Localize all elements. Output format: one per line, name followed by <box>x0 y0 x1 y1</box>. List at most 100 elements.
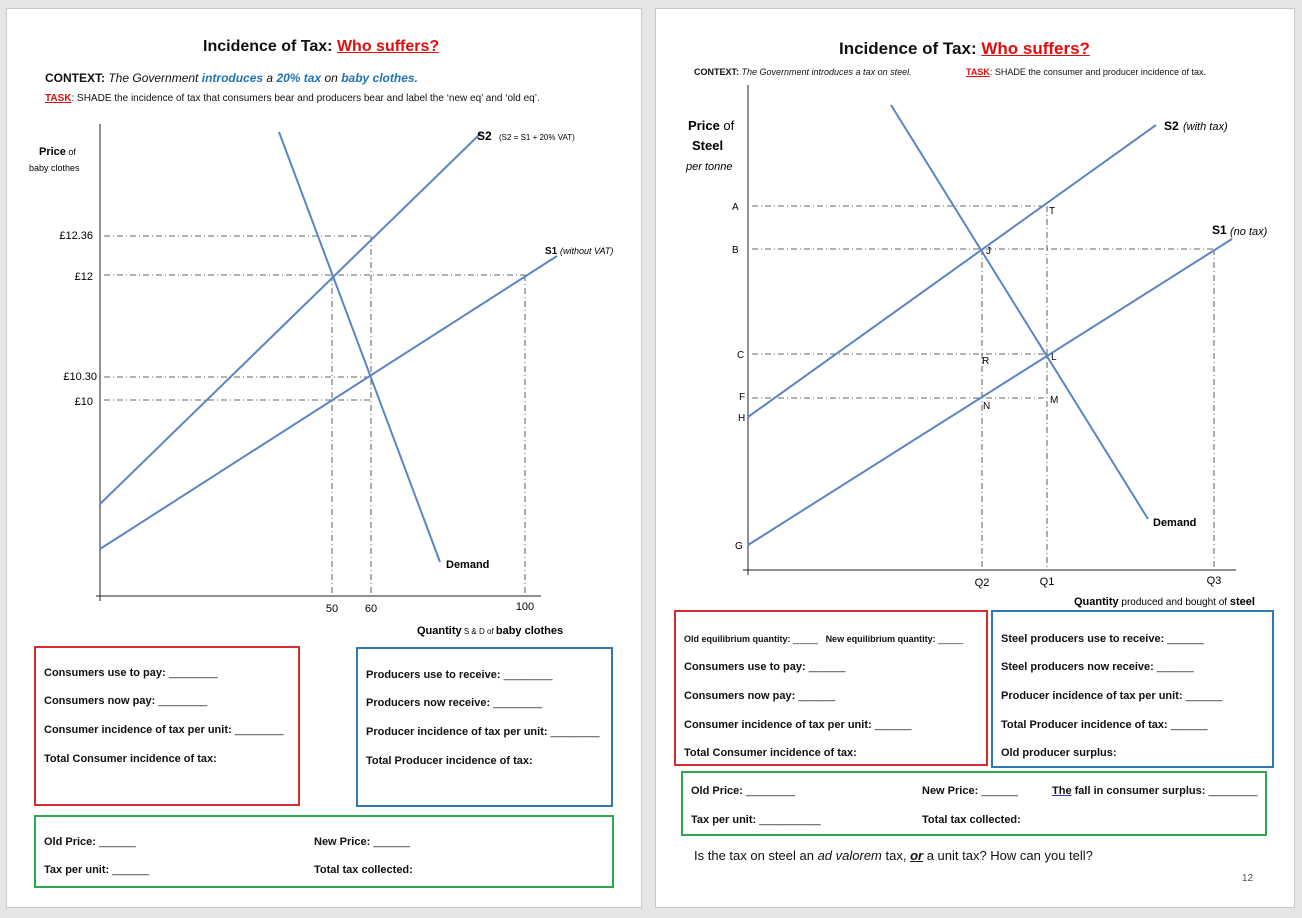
worksheet-row: Steel producers now receive: ______ <box>1001 661 1194 673</box>
title-highlight: Who suffers? <box>336 38 440 55</box>
answer-blank[interactable]: ______ <box>1185 690 1223 702</box>
answer-blank[interactable]: ________ <box>493 697 543 709</box>
answer-blank[interactable]: ______ <box>99 836 136 848</box>
row-label: Total tax collected: <box>922 814 1021 826</box>
x-tick-label: Q2 <box>975 577 990 589</box>
answer-blank[interactable]: ________ <box>503 669 553 681</box>
answer-blank[interactable]: ________ <box>746 785 795 797</box>
row-label: Old Price: <box>44 836 96 848</box>
worksheet-row: Total Producer incidence of tax: <box>366 755 533 767</box>
row-label: Total Consumer incidence of tax: <box>684 747 857 759</box>
context-text: The Government <box>108 71 199 85</box>
worksheet-row: Total tax collected: <box>922 814 1021 826</box>
page-title: Incidence of Tax: Who suffers? <box>839 39 1090 59</box>
supply-demand-chart: Price of baby clothes £12.36 £12 £10.30 … <box>29 124 613 637</box>
demand-line <box>890 104 1149 520</box>
context-label: CONTEXT: <box>694 67 739 77</box>
row-label: Consumer incidence of tax per unit: <box>44 724 232 736</box>
worksheet-row: Consumers use to pay: ______ <box>684 661 845 673</box>
worksheet-row: Consumers now pay: ________ <box>44 695 207 707</box>
answer-blank[interactable]: __________ <box>759 814 821 826</box>
answer-blank[interactable]: ______ <box>798 690 836 702</box>
answer-blank[interactable]: ______ <box>112 864 149 876</box>
worksheet-row: Old equilibrium quantity: _____ New equi… <box>684 634 963 644</box>
worksheet-row: New Price: ______ <box>314 836 410 848</box>
row-label: Consumers use to pay: <box>684 661 806 673</box>
worksheet-row: Consumers use to pay: ________ <box>44 667 218 679</box>
row-label: Total Producer incidence of tax: <box>1001 719 1168 731</box>
row-label: Producers now receive: <box>366 697 491 709</box>
answer-blank[interactable]: ______ <box>1167 633 1205 645</box>
worksheet-row: Tax per unit: __________ <box>691 814 820 826</box>
answer-blank[interactable]: ______ <box>1156 661 1194 673</box>
question-part: Is the tax on steel an <box>694 848 818 863</box>
worksheet-row: Total Consumer incidence of tax: <box>44 753 217 765</box>
row-label: Tax per unit: <box>44 864 110 876</box>
s1-label: S1 <box>1212 223 1227 237</box>
y-axis-label-unit: per tonne <box>685 161 732 173</box>
demand-line <box>278 131 441 563</box>
worksheet-row: Consumer incidence of tax per unit: ____… <box>44 724 284 736</box>
y-tick-label: H <box>738 413 745 424</box>
task-label: TASK <box>966 67 990 77</box>
y-tick-label: £10.30 <box>63 371 97 383</box>
worksheet-page-right: Incidence of Tax: Who suffers? CONTEXT: … <box>655 8 1295 908</box>
context-text: baby clothes. <box>341 71 418 85</box>
row-label: fall in consumer surplus: <box>1071 785 1206 797</box>
row-label: Steel producers use to receive: <box>1001 633 1165 645</box>
row-label: Consumer incidence of tax per unit: <box>684 719 872 731</box>
answer-blank[interactable]: _____ <box>938 634 964 644</box>
s1-note: (without VAT) <box>560 246 613 256</box>
producer-incidence-box: Producers use to receive: ________ Produ… <box>356 647 613 807</box>
worksheet-row: Old Price: ________ <box>691 785 795 797</box>
page-title: Incidence of Tax: Who suffers? <box>203 38 439 56</box>
point-label: J <box>986 246 991 257</box>
context-text: The Government introduces a tax on steel… <box>739 67 912 77</box>
context-text: introduces <box>201 71 264 85</box>
answer-blank[interactable]: ________ <box>158 695 208 707</box>
worksheet-row: New Price: ______ <box>922 785 1018 797</box>
row-label: New equilibrium quantity: <box>825 634 936 644</box>
context-text: on <box>324 71 338 85</box>
worksheet-row: Steel producers use to receive: ______ <box>1001 633 1204 645</box>
consumer-incidence-box: Consumers use to pay: ________ Consumers… <box>34 646 300 806</box>
y-tick-label: B <box>732 245 739 256</box>
answer-blank[interactable]: _____ <box>793 634 819 644</box>
row-label: Tax per unit: <box>691 814 757 826</box>
y-tick-label: G <box>735 541 743 552</box>
worksheet-row: Producer incidence of tax per unit: ____… <box>1001 690 1222 702</box>
s2-supply-line <box>99 132 482 505</box>
x-axis-label: Quantity produced and bought of steel <box>1074 596 1255 608</box>
y-tick-label: £10 <box>75 396 93 408</box>
row-label: Total Consumer incidence of tax: <box>44 753 217 765</box>
worksheet-row: Old producer surplus: <box>1001 747 1117 759</box>
answer-blank[interactable]: ________ <box>168 667 218 679</box>
answer-blank[interactable]: ______ <box>874 719 912 731</box>
row-label: Steel producers now receive: <box>1001 661 1154 673</box>
answer-blank[interactable]: ______ <box>981 785 1019 797</box>
task-line: TASK: SHADE the incidence of tax that co… <box>45 93 540 104</box>
x-tick-label: Q1 <box>1040 576 1055 588</box>
worksheet-row: Producer incidence of tax per unit: ____… <box>366 726 600 738</box>
answer-blank[interactable]: ______ <box>373 836 411 848</box>
worksheet-row: The fall in consumer surplus: ________ <box>1052 785 1257 797</box>
question-text: Is the tax on steel an ad valorem tax, o… <box>694 848 1093 863</box>
y-axis-label: Price of <box>688 118 735 133</box>
row-label: Old equilibrium quantity: <box>684 634 791 644</box>
worksheet-row: Consumers now pay: ______ <box>684 690 835 702</box>
row-label: Old producer surplus: <box>1001 747 1117 759</box>
question-part: or <box>910 848 924 863</box>
demand-label: Demand <box>1153 517 1196 529</box>
point-label: N <box>983 401 990 412</box>
y-axis-label: Price of <box>39 146 76 158</box>
answer-blank[interactable]: ________ <box>234 724 284 736</box>
answer-blank[interactable]: ________ <box>550 726 600 738</box>
demand-label: Demand <box>446 559 489 571</box>
context-text: a <box>266 71 274 85</box>
answer-blank[interactable]: ______ <box>1170 719 1208 731</box>
task-text: : SHADE the consumer and producer incide… <box>989 67 1206 77</box>
row-label: Total tax collected: <box>314 864 413 876</box>
answer-blank[interactable]: ________ <box>1208 785 1258 797</box>
consumer-incidence-box: Old equilibrium quantity: _____ New equi… <box>674 610 988 766</box>
answer-blank[interactable]: ______ <box>808 661 846 673</box>
